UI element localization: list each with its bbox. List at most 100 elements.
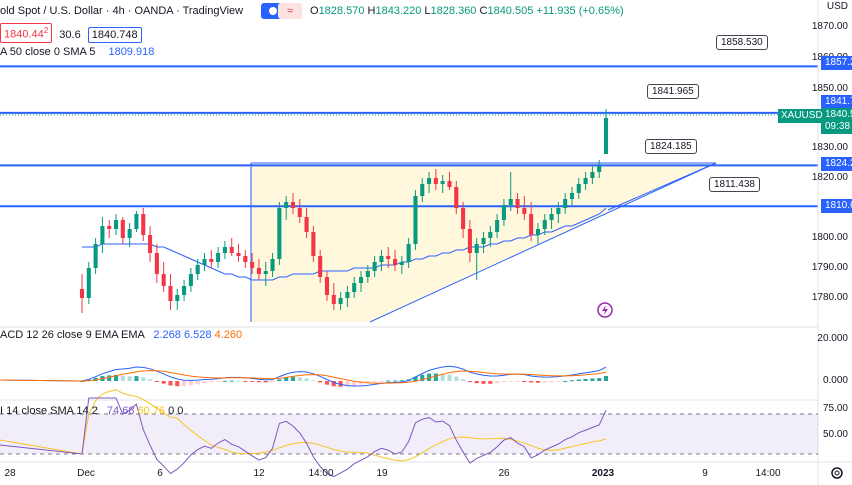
callout-level-1[interactable]: 1858.530: [716, 35, 768, 50]
candle-body: [256, 268, 261, 274]
rsi-value: 74.68: [106, 405, 135, 417]
gear-icon[interactable]: [831, 467, 843, 479]
candle-body: [365, 271, 370, 277]
macd-label: ACD 12 26 close 9 EMA EMA: [0, 329, 145, 341]
candle-body: [345, 292, 350, 298]
candle-body: [311, 232, 316, 256]
candle-body: [549, 214, 554, 220]
macd-histogram-bar: [372, 381, 377, 383]
time-tick: 28: [4, 468, 16, 479]
time-tick: 14:00: [308, 468, 334, 479]
candle-body: [597, 166, 602, 172]
macd-histogram-bar: [168, 381, 173, 386]
candle-body: [216, 253, 221, 262]
macd-histogram-bar: [454, 376, 459, 381]
lightning-icon[interactable]: [597, 302, 613, 318]
time-tick: 2023: [591, 468, 615, 479]
candle-body: [222, 247, 227, 253]
macd-histogram-bar: [127, 376, 132, 381]
macd-histogram-bar: [467, 381, 472, 382]
macd-histogram-bar: [535, 381, 540, 383]
macd-histogram-bar: [542, 381, 547, 383]
sell-price: 1840.44: [4, 28, 44, 41]
macd-histogram-bar: [222, 380, 227, 382]
candle-body: [495, 220, 500, 232]
candle-body: [148, 235, 153, 253]
candle-body: [304, 217, 309, 232]
candle-body: [263, 271, 268, 274]
macd-histogram-bar: [420, 374, 425, 381]
macd-histogram-bar: [175, 381, 180, 387]
macd-histogram-bar: [563, 380, 568, 382]
candle-body: [236, 253, 241, 256]
rsi-legend[interactable]: I 14 close SMA 14 2 74.68 60.76 0 0: [0, 404, 183, 418]
time-tick: 6: [157, 468, 163, 479]
candle-body: [297, 208, 302, 217]
buy-button[interactable]: 1840.748: [87, 26, 142, 43]
candle-body: [420, 184, 425, 196]
rsi-axis-tick: 75.00: [822, 403, 848, 414]
macd-histogram-bar: [515, 381, 520, 382]
macd-axis-tick: 0.000: [822, 375, 848, 386]
candle-body: [590, 172, 595, 178]
approx-icon[interactable]: ≈: [278, 3, 302, 19]
rsi-label: I 14 close SMA 14 2: [0, 405, 98, 417]
change-value: +11.935 (+0.65%): [536, 5, 624, 17]
candle-body: [195, 265, 200, 274]
callout-level-2[interactable]: 1841.965: [647, 84, 699, 99]
macd-histogram-bar: [243, 381, 248, 382]
macd-histogram-bar: [345, 381, 350, 387]
candle-body: [141, 214, 146, 235]
candle-body: [290, 202, 296, 208]
sell-price-sup: 2: [43, 26, 49, 35]
candle-body: [576, 184, 581, 193]
candle-body: [86, 268, 91, 298]
rsi-extra-value-2: 0: [177, 405, 184, 417]
currency-label[interactable]: USD: [826, 1, 848, 12]
candle-body: [120, 220, 125, 238]
macd-histogram-bar: [352, 381, 357, 386]
macd-histogram-bar: [195, 381, 200, 385]
candle-body: [127, 229, 132, 238]
macd-histogram-bar: [148, 379, 153, 381]
candle-body: [467, 229, 472, 253]
countdown-tag: 09:38: [821, 120, 852, 134]
symbol-title[interactable]: old Spot / U.S. Dollar · 4h · OANDA · Tr…: [0, 5, 244, 17]
macd-histogram-bar: [399, 380, 404, 382]
price-tick: 1850.00: [811, 83, 848, 94]
macd-histogram-bar: [597, 378, 602, 381]
macd-histogram-bar: [556, 381, 561, 382]
level-tag: 1857.2: [821, 56, 852, 70]
macd-histogram-bar: [263, 381, 268, 383]
candle-body: [522, 208, 527, 214]
rsi-axis-tick: 50.00: [822, 429, 848, 440]
sell-button[interactable]: 1840.442: [0, 23, 53, 43]
macd-histogram-bar: [141, 377, 146, 381]
sma-value: 1809.918: [108, 46, 155, 58]
macd-histogram-bar: [297, 377, 302, 381]
high-label: H: [367, 5, 376, 17]
time-tick: 14:00: [755, 468, 781, 479]
candle-body: [399, 262, 404, 265]
macd-histogram-value: 4.260: [214, 329, 243, 341]
macd-legend[interactable]: ACD 12 26 close 9 EMA EMA 2.268 6.528 4.…: [0, 328, 242, 342]
macd-histogram-bar: [277, 379, 282, 381]
macd-axis-tick: 20.000: [817, 333, 848, 344]
candle-body: [134, 214, 139, 229]
macd-histogram-bar: [284, 377, 289, 381]
sma-legend[interactable]: A 50 close 0 SMA 5 1809.918: [0, 45, 154, 59]
candle-body: [243, 256, 248, 262]
macd-value: 2.268: [153, 329, 181, 341]
macd-histogram-bar: [413, 376, 418, 381]
callout-level-3[interactable]: 1824.185: [645, 139, 697, 154]
callout-level-4[interactable]: 1811.438: [709, 177, 760, 192]
macd-histogram-bar: [590, 378, 595, 381]
candle-body: [188, 274, 193, 286]
macd-histogram-bar: [440, 373, 445, 381]
macd-histogram-bar: [447, 374, 452, 381]
macd-histogram-bar: [134, 376, 139, 381]
macd-histogram-bar: [161, 381, 166, 384]
ohlc-readout: O1828.570 H1843.220 L1828.360 C1840.505 …: [310, 4, 624, 18]
trade-buttons: 1840.442 30.6 1840.748: [0, 23, 142, 43]
